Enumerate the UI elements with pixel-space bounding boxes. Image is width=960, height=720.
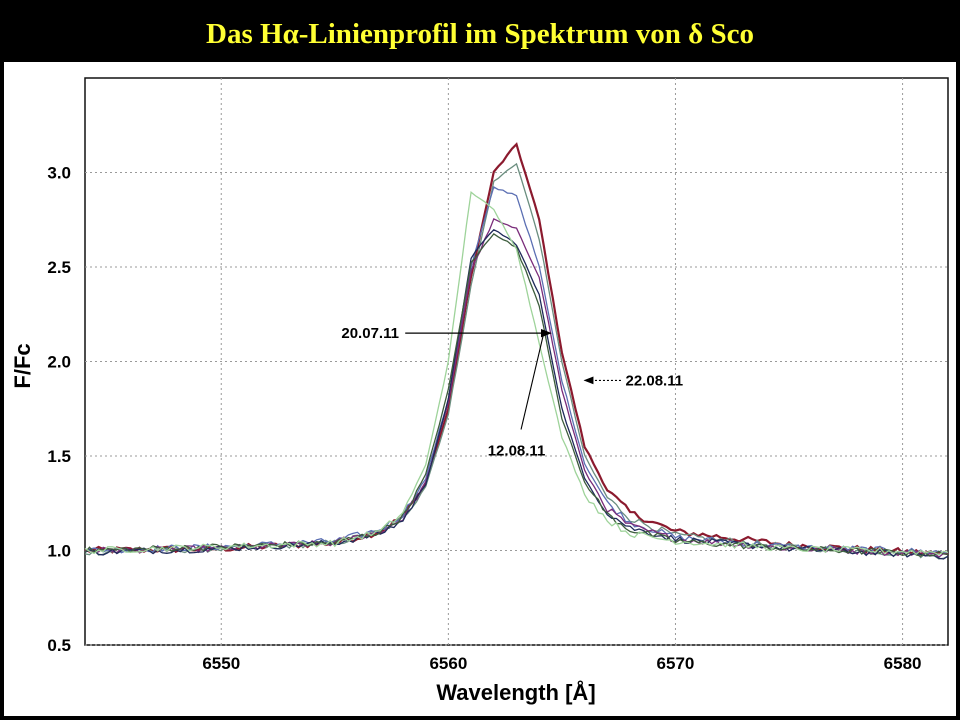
series-lines (84, 142, 949, 560)
y-tick-label: 0.5 (47, 636, 71, 655)
series-line-3 (84, 186, 949, 555)
y-axis-label: F/Fc (10, 343, 35, 388)
page-title: Das Hα-Linienprofil im Spektrum von δ Sc… (206, 18, 754, 50)
x-tick-label: 6580 (884, 654, 922, 673)
series-line-1 (84, 142, 949, 556)
annotation-label-20-07-11: 20.07.11 (341, 325, 399, 342)
x-tick-label: 6570 (657, 654, 695, 673)
y-tick-label: 1.5 (47, 447, 71, 466)
annotation-label-22-08-11: 22.08.11 (626, 372, 684, 389)
series-line-6 (84, 233, 949, 557)
tick-labels: 6550 6560 6570 6580 0.5 1.0 1.5 2.0 2.5 3.0 (47, 164, 921, 674)
series-line-4 (84, 218, 949, 558)
annotation-label-12-08-11: 12.08.11 (488, 442, 546, 459)
y-tick-label: 3.0 (47, 164, 71, 183)
y-tick-label: 2.0 (47, 353, 71, 372)
x-axis-label: Wavelength [Å] (436, 679, 595, 705)
grid-lines (85, 78, 948, 646)
x-tick-label: 6550 (202, 654, 240, 673)
series-line-5 (84, 229, 949, 560)
series-line-7 (84, 190, 949, 556)
x-tick-label: 6560 (429, 654, 467, 673)
y-tick-label: 2.5 (47, 258, 71, 277)
y-tick-label: 1.0 (47, 542, 71, 561)
title-bar: Das Hα-Linienprofil im Spektrum von δ Sc… (0, 0, 960, 62)
annotations: 20.07.11 22.08.11 12.08.11 (341, 325, 683, 459)
plot-panel: 6550 6560 6570 6580 0.5 1.0 1.5 2.0 2.5 3.0 20.07… (4, 62, 956, 716)
chart: 6550 6560 6570 6580 0.5 1.0 1.5 2.0 2.5 3.0 20.07… (10, 77, 949, 705)
annotation-pointer-12-08-11 (520, 333, 545, 430)
